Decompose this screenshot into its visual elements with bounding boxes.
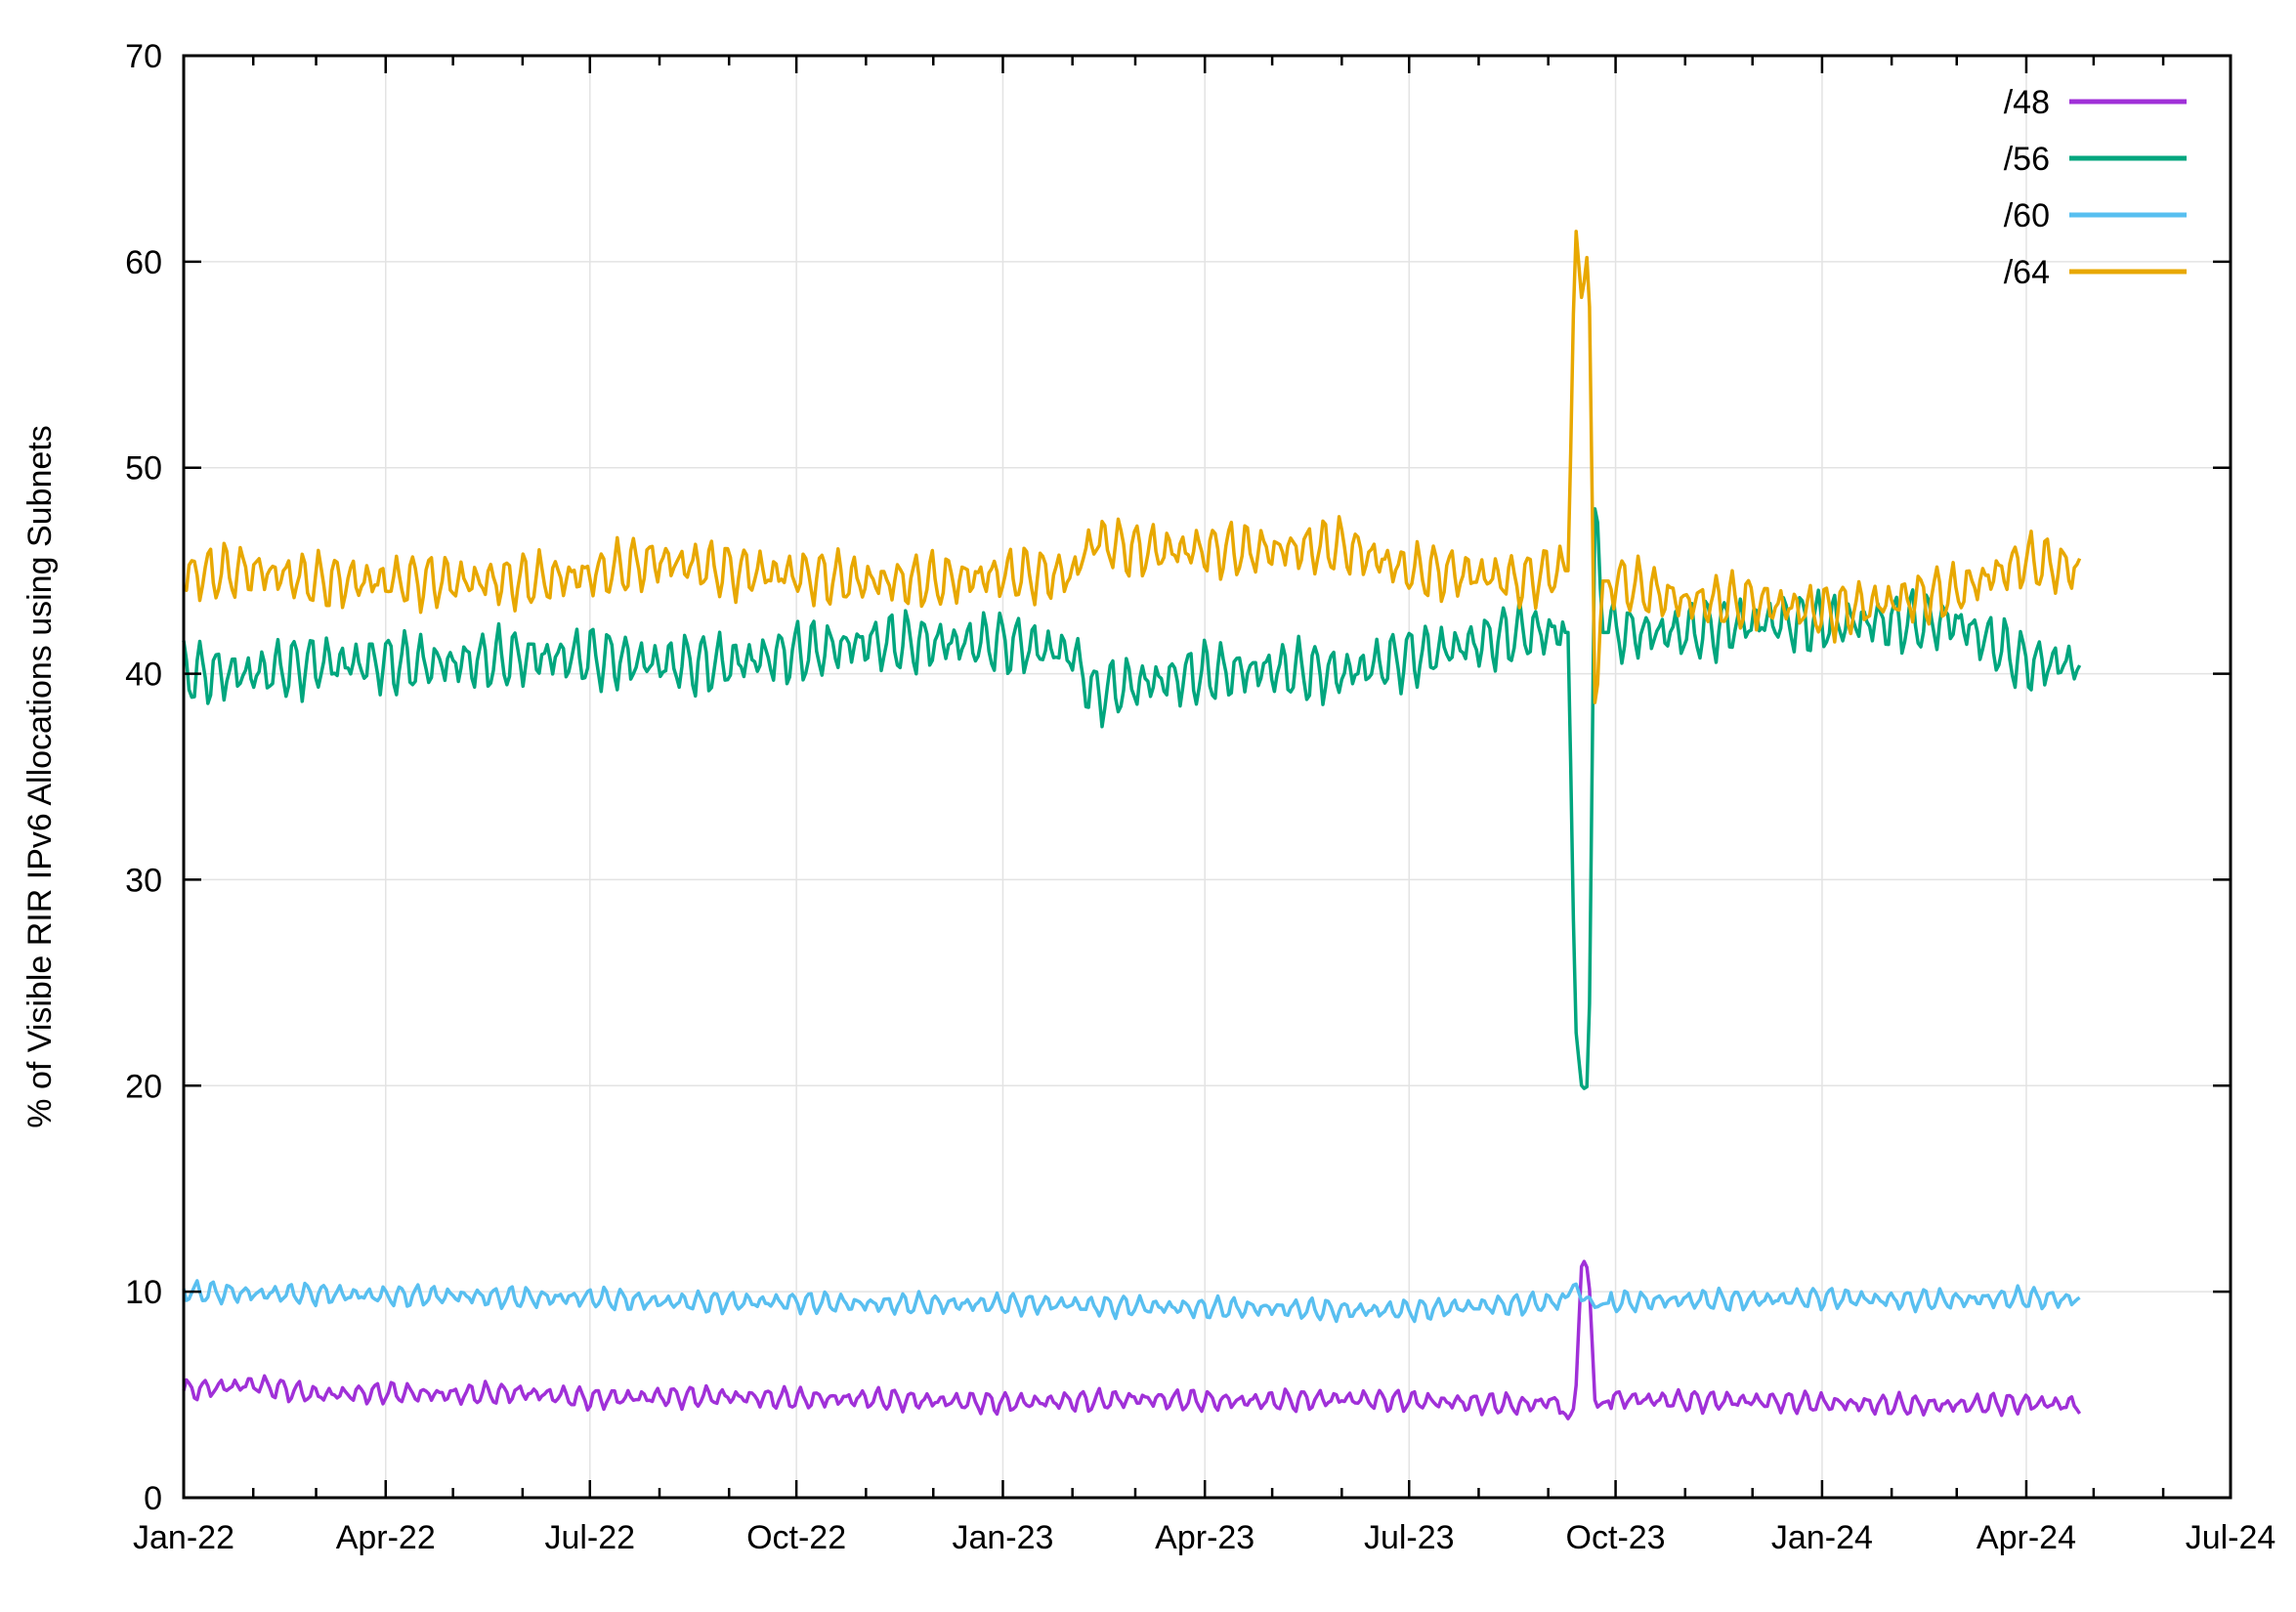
y-tick-label: 60 (125, 244, 162, 281)
legend-label: /56 (2004, 141, 2050, 178)
series-line (182, 230, 2082, 704)
series-layer (182, 230, 2082, 1421)
legend-label: /60 (2004, 197, 2050, 234)
x-tick-label: Apr-22 (336, 1519, 436, 1556)
y-tick-label: 40 (125, 657, 162, 694)
x-tick-label: Oct-22 (746, 1519, 846, 1556)
y-axis-title: % of Visible RIR IPv6 Allocations using … (21, 425, 59, 1127)
series-line (182, 1279, 2081, 1324)
x-tick-label: Jul-24 (2186, 1519, 2276, 1556)
x-tick-label: Jul-23 (1364, 1519, 1455, 1556)
x-tick-label: Jan-23 (952, 1519, 1053, 1556)
ticks (182, 54, 2232, 1500)
y-tick-label: 20 (125, 1068, 162, 1105)
y-tick-label: 30 (125, 862, 162, 899)
series-line (182, 507, 2082, 1090)
x-tick-label: Jul-22 (544, 1519, 635, 1556)
x-tick-label: Apr-23 (1155, 1519, 1254, 1556)
legend: /48/56/60/64 (2004, 84, 2187, 291)
grid (184, 56, 2231, 1498)
plot-frame (182, 54, 2232, 1500)
x-tick-label: Oct-23 (1566, 1519, 1666, 1556)
y-tick-label: 50 (125, 450, 162, 488)
y-tick-label: 10 (125, 1274, 162, 1311)
y-tick-labels: 0 10 20 30 40 50 60 70 (125, 38, 162, 1517)
legend-label: /48 (2004, 84, 2050, 121)
x-tick-label: Apr-24 (1977, 1519, 2076, 1556)
legend-label: /64 (2004, 254, 2050, 291)
x-tick-labels: Jan-22 Apr-22 Jul-22 Oct-22 Jan-23 Apr-23 Jul-… (133, 1519, 2275, 1556)
x-tick-label: Jan-24 (1771, 1519, 1873, 1556)
y-tick-label: 0 (144, 1480, 162, 1517)
series-line (182, 1259, 2082, 1421)
x-tick-label: Jan-22 (133, 1519, 234, 1556)
y-tick-label: 70 (125, 38, 162, 75)
